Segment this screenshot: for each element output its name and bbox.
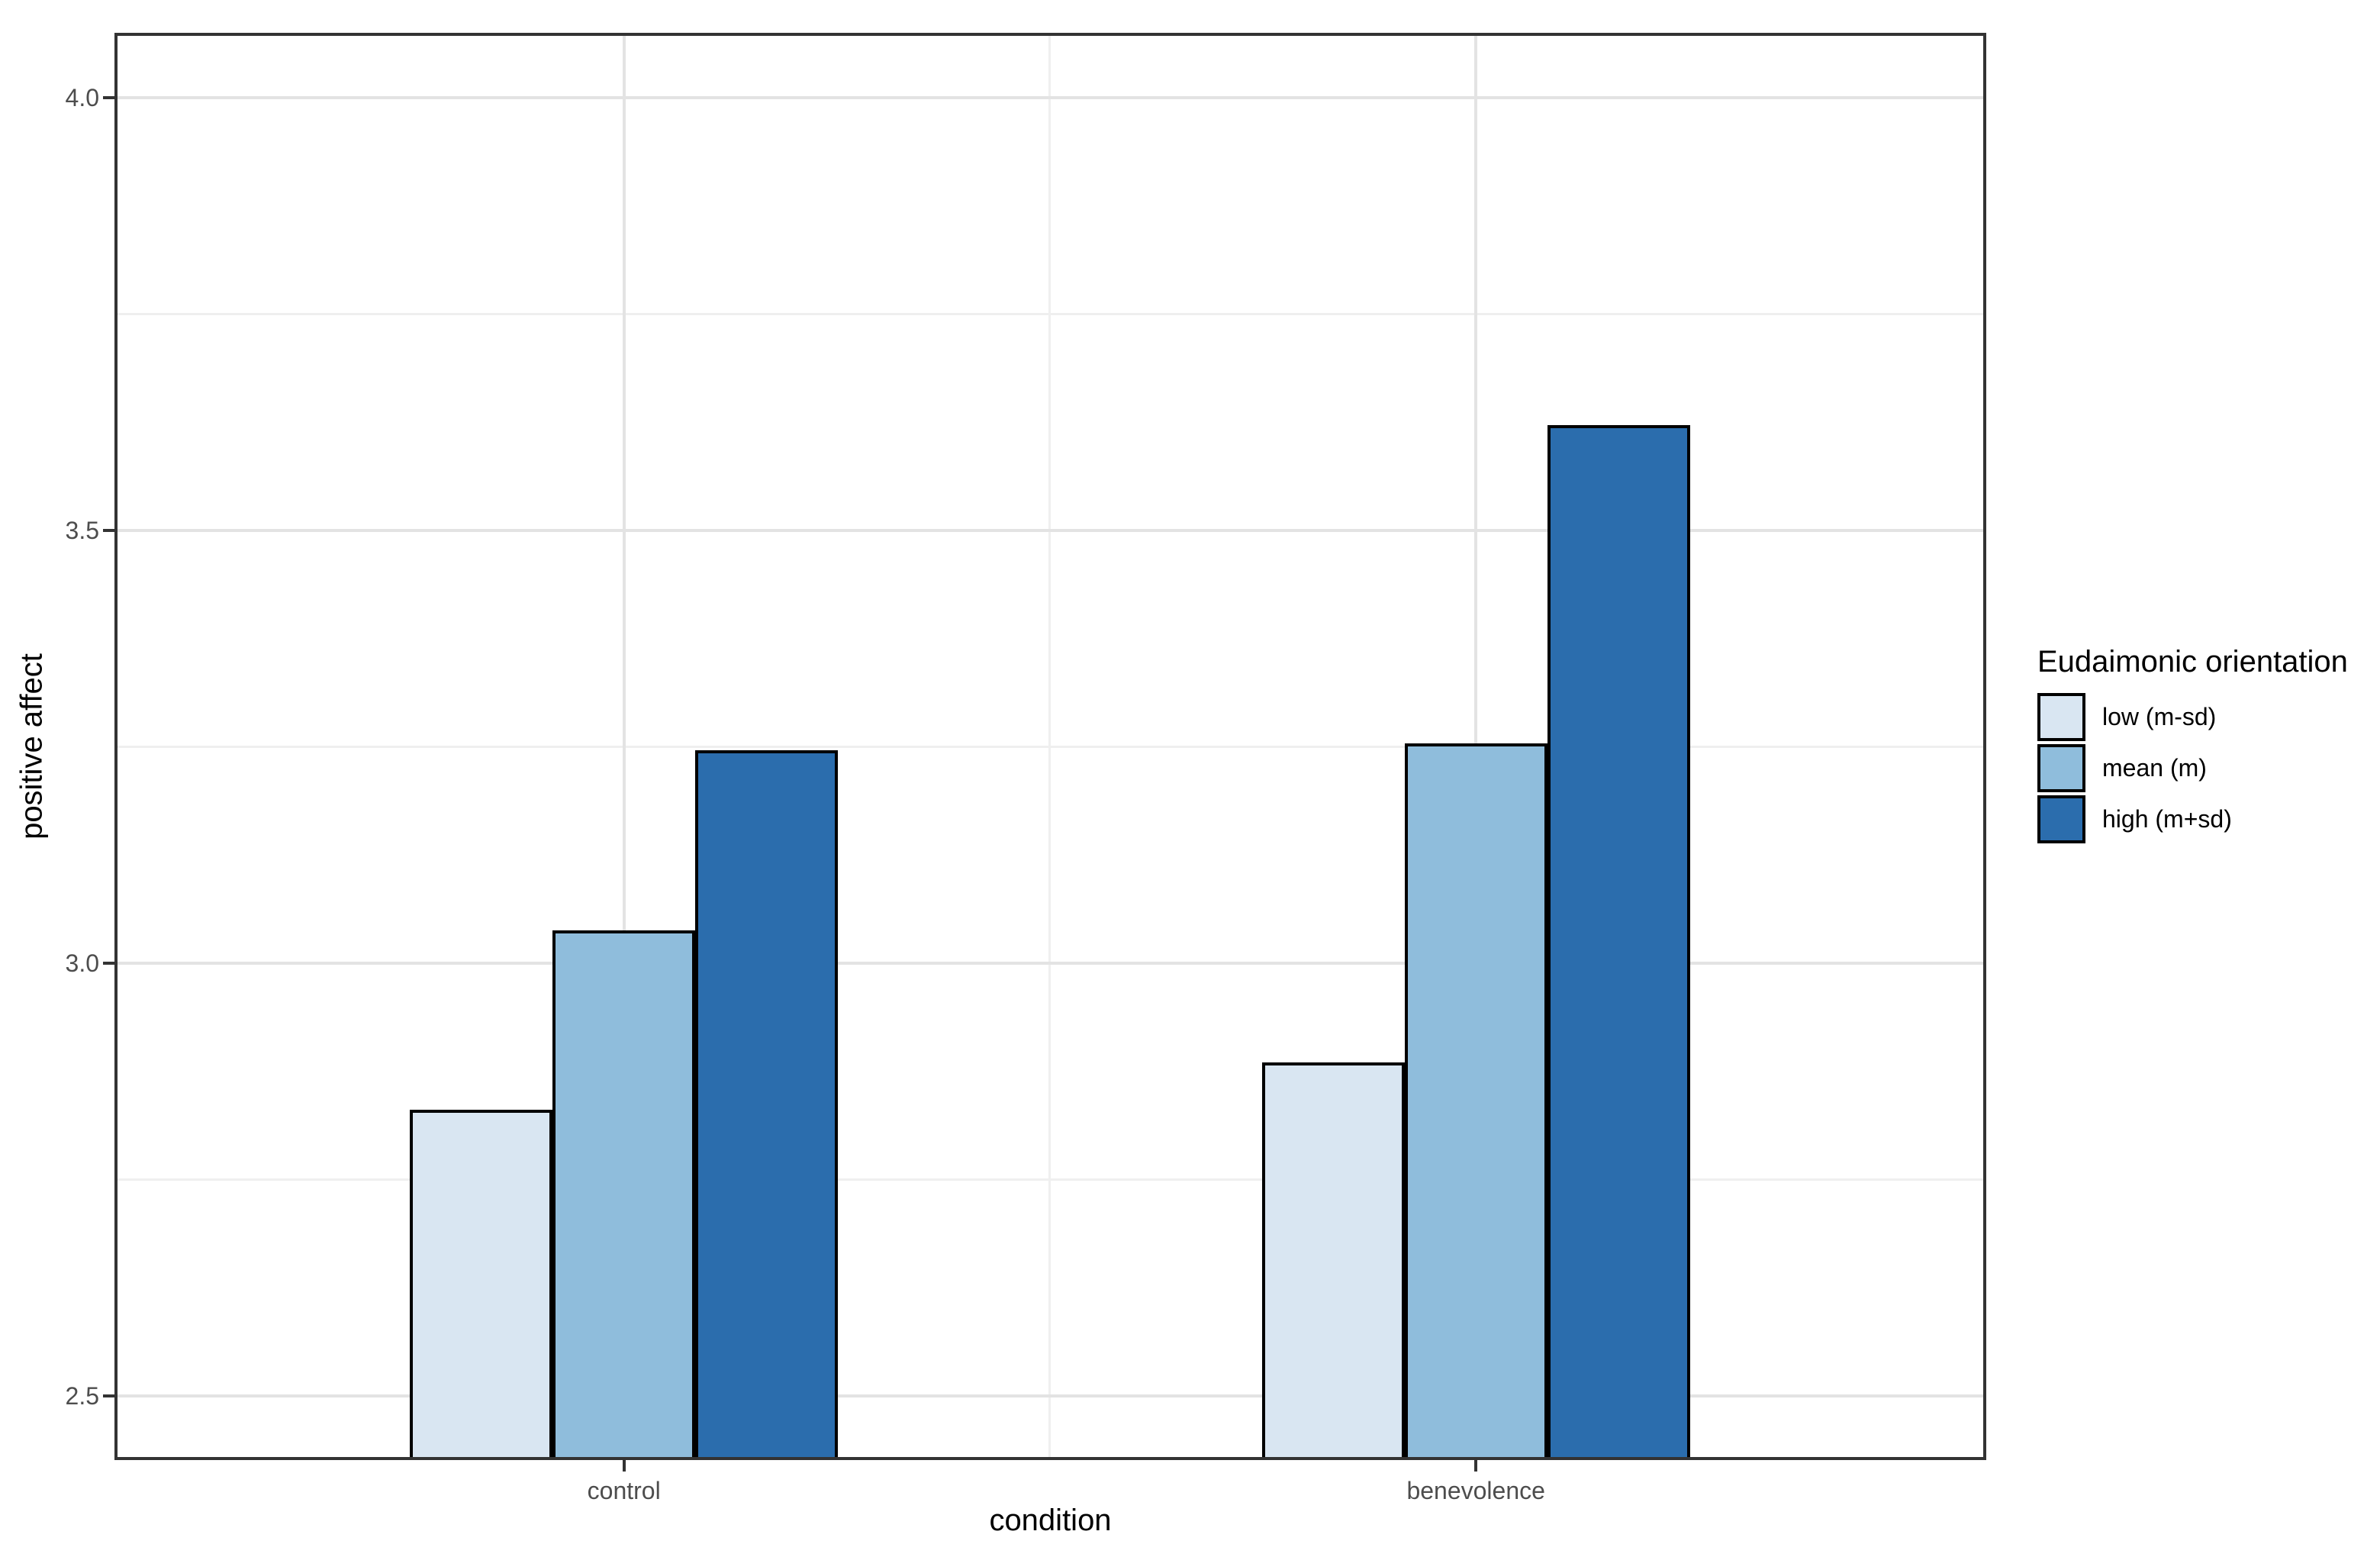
legend: Eudaimonic orientation low (m-sd) mean (m… xyxy=(2037,645,2380,846)
bar-control-low-m-sd xyxy=(410,1109,553,1460)
gridline-major-horizontal xyxy=(114,96,1986,100)
y-axis-tick-mark xyxy=(103,96,114,100)
plot-panel xyxy=(114,33,1986,1460)
y-axis-tick-label: 3.5 xyxy=(65,517,99,545)
x-axis-tick-mark xyxy=(622,1460,626,1472)
legend-key-high-m-sd: high (m+sd) xyxy=(2037,795,2380,843)
x-axis-tick-mark xyxy=(1474,1460,1478,1472)
y-axis-tick-mark xyxy=(103,529,114,533)
gridline-minor-vertical xyxy=(1048,33,1052,1460)
gridline-major-horizontal xyxy=(114,529,1986,533)
gridline-major-horizontal xyxy=(114,1394,1986,1398)
legend-keys: low (m-sd) mean (m) high (m+sd) xyxy=(2037,693,2380,843)
legend-key-label: mean (m) xyxy=(2102,754,2207,782)
legend-key-mean-m: mean (m) xyxy=(2037,744,2380,792)
x-axis-tick-label: benevolence xyxy=(1406,1477,1545,1504)
bar-control-high-m-sd xyxy=(695,750,839,1460)
bar-benevolence-low-m-sd xyxy=(1261,1062,1405,1460)
x-axis-title: condition xyxy=(989,1504,1112,1537)
y-axis-tick-label: 2.5 xyxy=(65,1382,99,1410)
gridline-major-vertical xyxy=(622,33,626,1460)
legend-title: Eudaimonic orientation xyxy=(2037,645,2348,679)
y-axis-tick-label: 4.0 xyxy=(65,84,99,112)
legend-key-label: high (m+sd) xyxy=(2102,805,2232,833)
legend-key-low-m-sd: low (m-sd) xyxy=(2037,693,2380,741)
gridline-major-horizontal xyxy=(114,962,1986,965)
y-axis-title: positive affect xyxy=(14,653,49,840)
y-axis-tick-label: 3.0 xyxy=(65,949,99,978)
bar-benevolence-mean-m xyxy=(1404,743,1547,1460)
legend-swatch-mean-m xyxy=(2037,744,2085,792)
legend-key-label: low (m-sd) xyxy=(2102,703,2217,730)
legend-swatch-high-m-sd xyxy=(2037,795,2085,843)
y-axis-tick-mark xyxy=(103,1394,114,1398)
y-axis-tick-mark xyxy=(103,962,114,965)
x-axis-tick-label: control xyxy=(587,1477,661,1504)
bar-control-mean-m xyxy=(552,930,696,1460)
legend-swatch-low-m-sd xyxy=(2037,693,2085,741)
bar-benevolence-high-m-sd xyxy=(1547,424,1690,1460)
